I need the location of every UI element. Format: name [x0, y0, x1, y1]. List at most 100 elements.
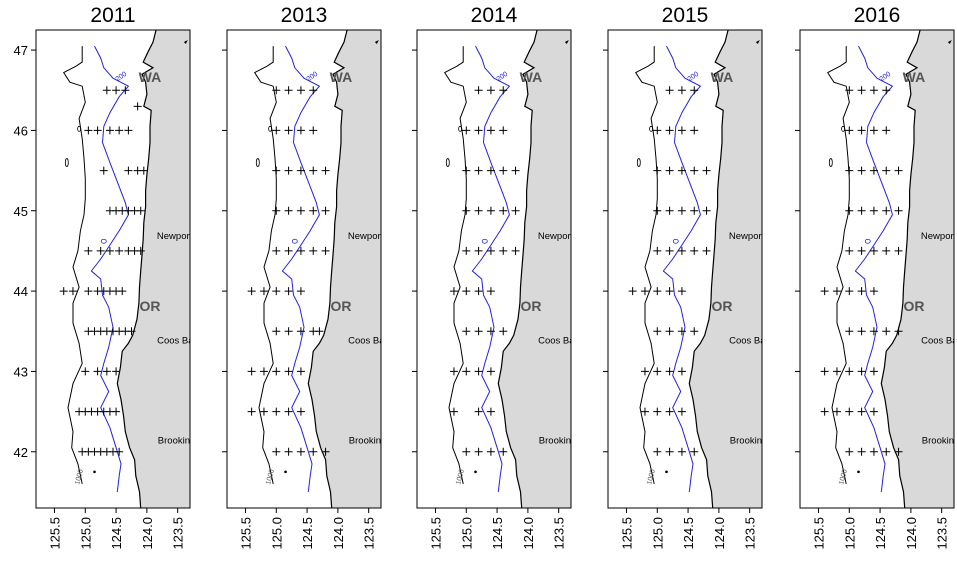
station-marker [665, 447, 674, 456]
lon-tick-label: 125.0 [78, 517, 93, 550]
station-marker [474, 447, 483, 456]
station-marker [665, 86, 674, 95]
station-marker [309, 126, 318, 135]
station-marker [894, 447, 903, 456]
city-label-newport: Newport [348, 231, 384, 242]
state-label-or: OR [139, 298, 160, 314]
station-marker [296, 86, 305, 95]
state-label-wa: WA [139, 69, 162, 85]
city-label-newport: Newport [921, 231, 957, 242]
panel-title-2014: 2014 [471, 4, 518, 27]
station-marker [284, 367, 293, 376]
seamount-contour [445, 158, 450, 167]
station-marker [690, 206, 699, 215]
station-marker [449, 287, 458, 296]
station-marker [486, 246, 495, 255]
station-marker [845, 287, 854, 296]
islet-shape [183, 40, 188, 45]
station-marker [499, 166, 508, 175]
station-marker [677, 246, 686, 255]
station-marker [677, 327, 686, 336]
lon-tick-label: 123.5 [552, 517, 567, 550]
lon-tick-label: 124.0 [904, 517, 919, 550]
land-area [880, 30, 954, 508]
state-label-wa: WA [903, 69, 926, 85]
station-marker [112, 86, 121, 95]
station-marker [869, 206, 878, 215]
station-marker [259, 407, 268, 416]
station-marker [247, 287, 256, 296]
station-marker [296, 126, 305, 135]
land-area [116, 30, 190, 508]
station-marker [139, 166, 148, 175]
station-marker [857, 327, 866, 336]
station-marker [272, 246, 281, 255]
station-marker [894, 327, 903, 336]
lat-tick-label: 47 [14, 43, 28, 58]
station-marker [511, 206, 520, 215]
station-marker [462, 166, 471, 175]
station-marker [869, 407, 878, 416]
station-marker [486, 126, 495, 135]
plot-frame [799, 29, 955, 509]
station-marker [820, 367, 829, 376]
station-marker [309, 447, 318, 456]
seamount-dot [474, 470, 477, 474]
city-label-brookings: Brookings [539, 436, 581, 447]
city-label-newport: Newport [729, 231, 765, 242]
islet-shape [947, 40, 952, 45]
station-marker [105, 246, 114, 255]
station-marker [486, 86, 495, 95]
station-marker [653, 206, 662, 215]
station-marker [499, 86, 508, 95]
station-marker [832, 287, 841, 296]
station-marker [124, 166, 133, 175]
station-marker [272, 126, 281, 135]
station-marker [84, 246, 93, 255]
station-marker [499, 246, 508, 255]
station-marker [321, 447, 330, 456]
station-marker [309, 86, 318, 95]
station-marker [247, 367, 256, 376]
lon-tick-label: 124.0 [521, 517, 536, 550]
station-marker [882, 447, 891, 456]
station-marker [845, 447, 854, 456]
station-marker [511, 246, 520, 255]
station-marker [462, 287, 471, 296]
isobath-200-line [662, 45, 702, 492]
station-marker [845, 166, 854, 175]
station-marker [284, 86, 293, 95]
state-label-wa: WA [711, 69, 734, 85]
station-marker [665, 126, 674, 135]
state-label-or: OR [711, 298, 732, 314]
station-marker [272, 407, 281, 416]
state-label-or: OR [903, 298, 924, 314]
station-marker [284, 246, 293, 255]
station-marker [857, 86, 866, 95]
station-marker [869, 287, 878, 296]
station-marker [665, 367, 674, 376]
station-marker [653, 246, 662, 255]
station-marker [284, 126, 293, 135]
islet-shape [564, 40, 569, 45]
land-area [307, 30, 381, 508]
station-marker [869, 246, 878, 255]
station-marker [845, 367, 854, 376]
station-marker [690, 166, 699, 175]
station-marker [486, 206, 495, 215]
city-label-brookings: Brookings [349, 436, 391, 447]
station-marker [321, 246, 330, 255]
lon-tick-label: 124.5 [681, 517, 696, 550]
station-marker [296, 206, 305, 215]
station-marker [665, 206, 674, 215]
isobath-200-line [471, 45, 511, 492]
plot-frame [416, 29, 572, 509]
lat-tick-label: 45 [14, 204, 28, 219]
station-marker [272, 86, 281, 95]
isobath-1000-line [253, 46, 277, 485]
lon-tick-label: 125.5 [238, 517, 253, 550]
station-marker [665, 407, 674, 416]
